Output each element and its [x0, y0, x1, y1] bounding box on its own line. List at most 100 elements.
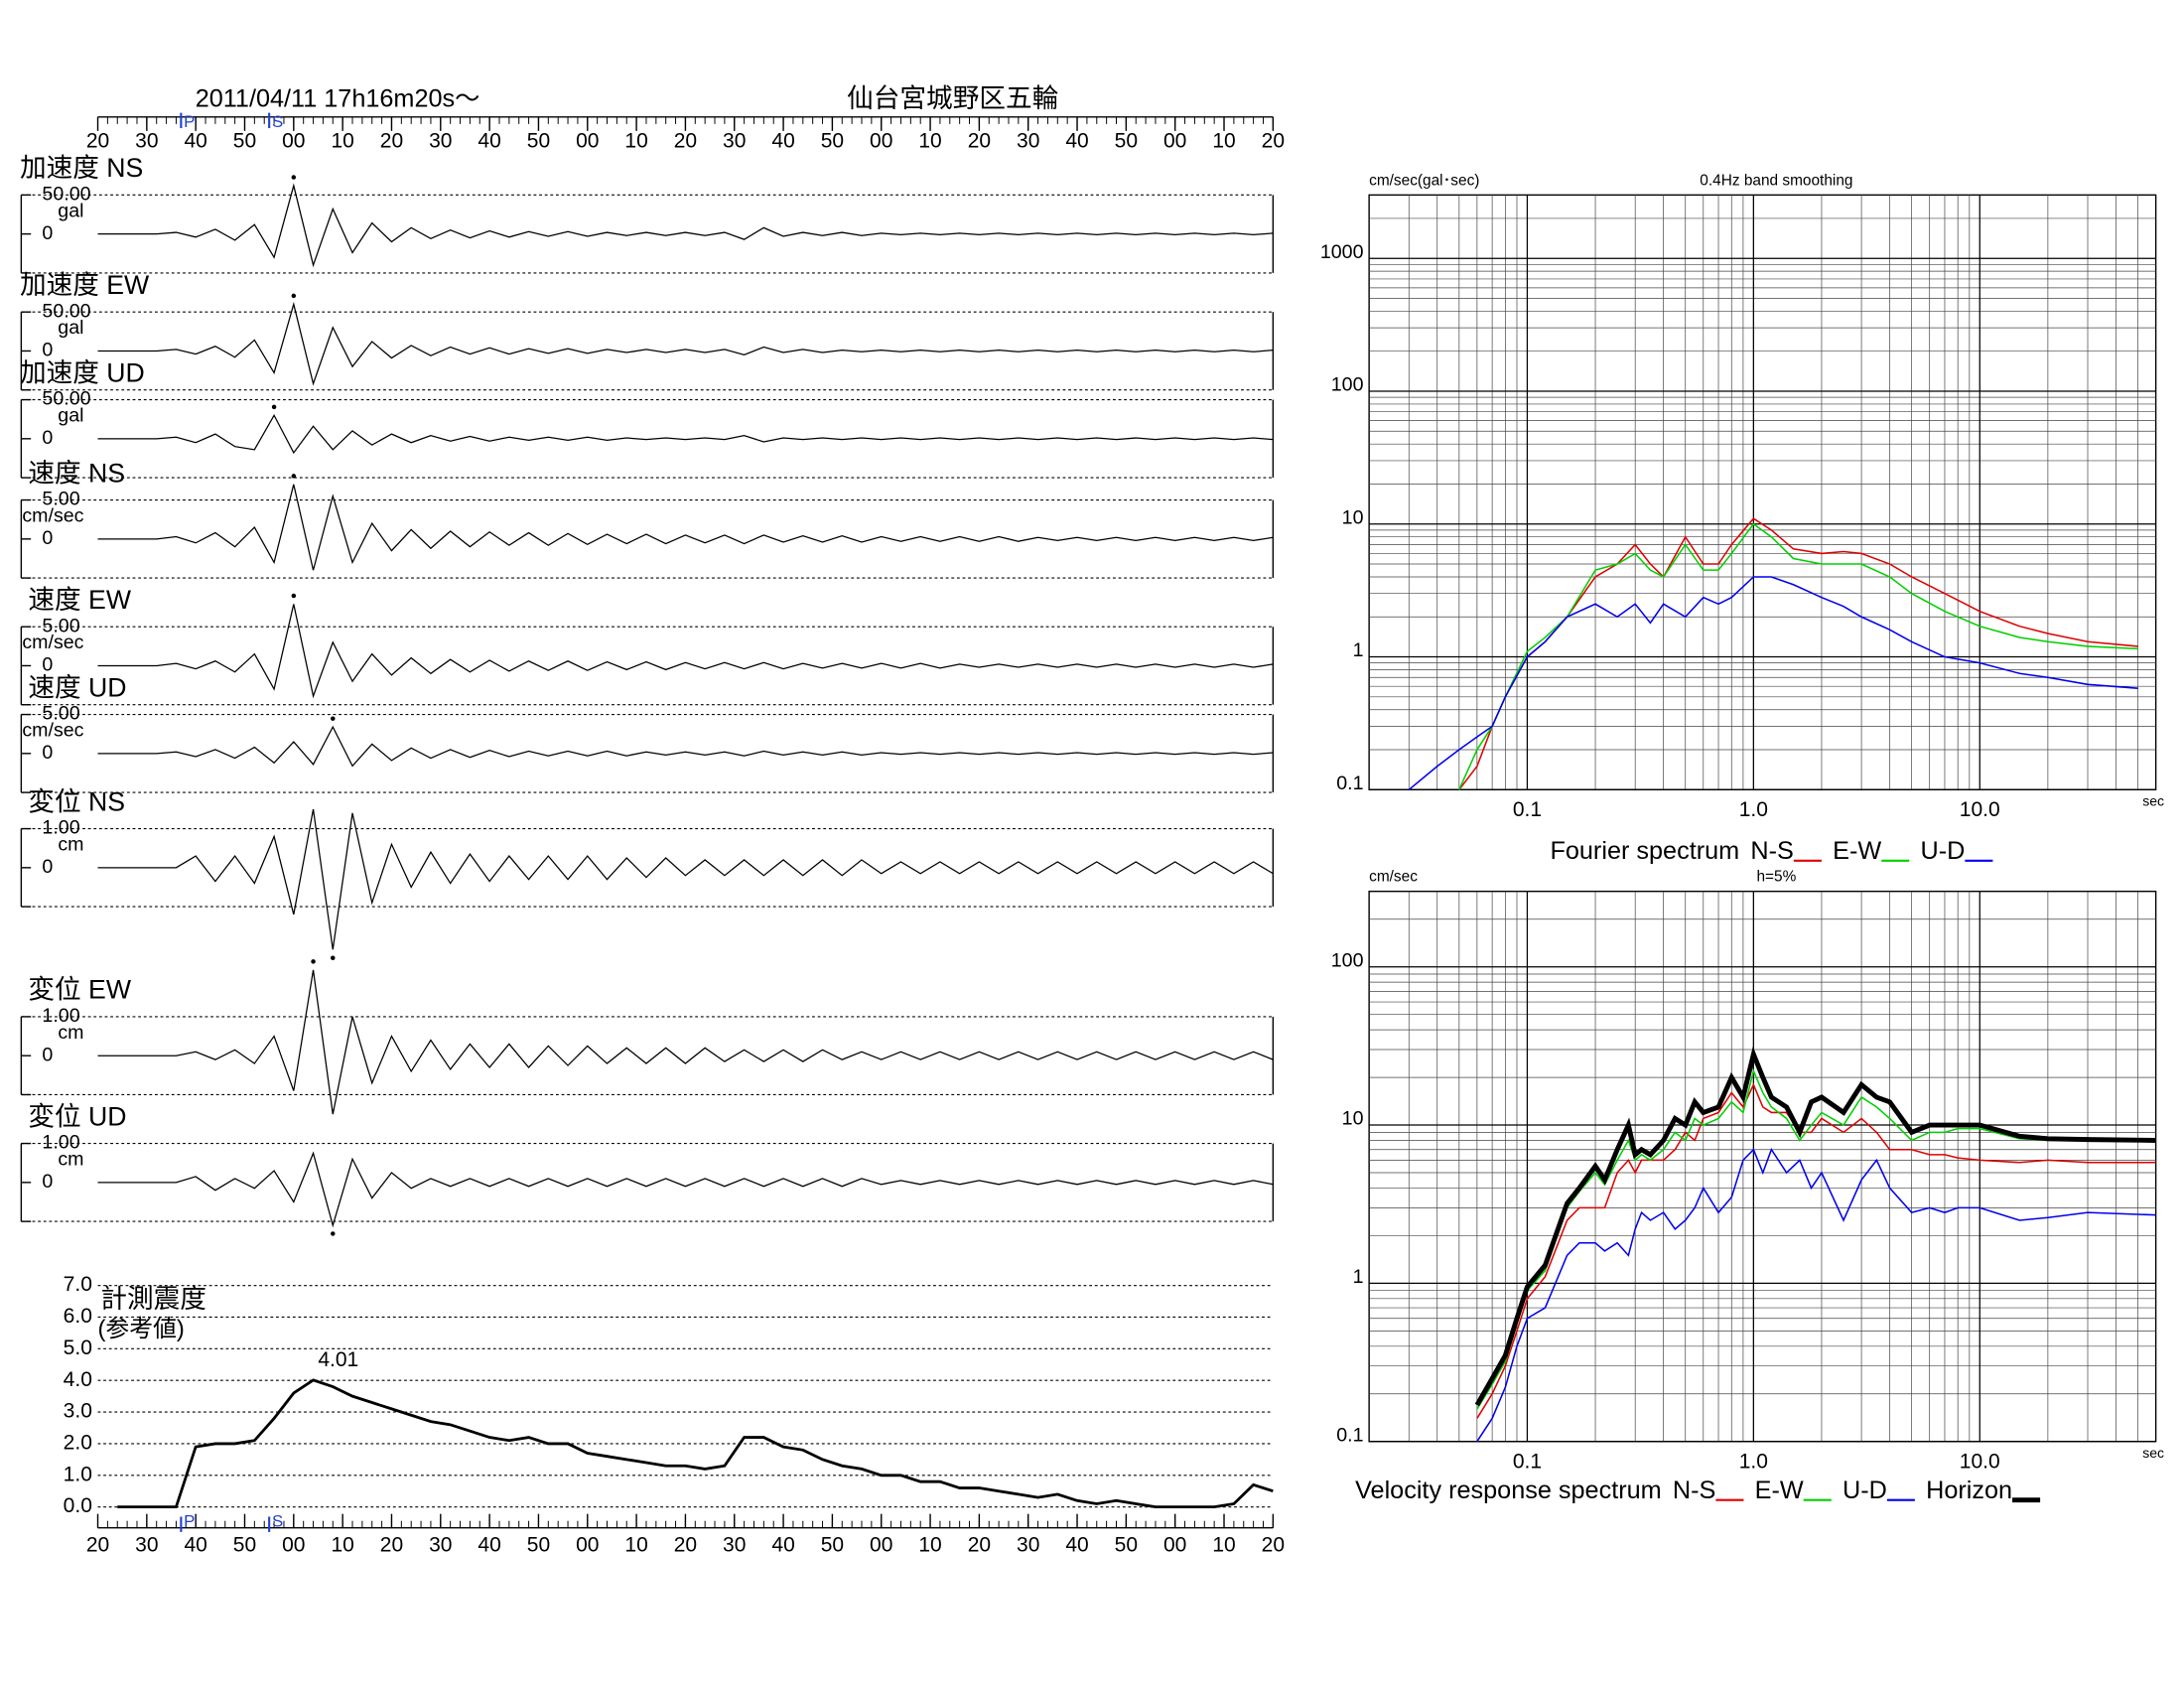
y-tick-label: 10: [1342, 506, 1364, 528]
time-tick-label: 50: [821, 1533, 844, 1556]
scale-label: 5.00: [42, 615, 79, 636]
waveform-trace: [97, 301, 1274, 386]
time-tick-label: 40: [771, 130, 794, 153]
y-tick-label: 100: [1331, 374, 1364, 396]
y-tick-label: 1: [1353, 1266, 1364, 1288]
legend-label: N-S: [1673, 1477, 1715, 1504]
unit-label: cm: [58, 1022, 83, 1044]
legend-label: U-D: [1920, 837, 1965, 865]
peak-dot: [331, 716, 336, 721]
legend-title: Velocity response spectrum: [1355, 1477, 1662, 1504]
waveform-trace: [97, 725, 1274, 768]
time-tick-label: 20: [674, 130, 697, 153]
y-tick-label: 0.1: [1336, 1424, 1363, 1446]
time-tick-label: 50: [233, 130, 256, 153]
time-tick-label: 40: [771, 1533, 794, 1556]
peak-label: 4.01: [318, 1348, 358, 1371]
x-tick-label: 10.0: [1960, 1450, 2000, 1473]
scale-label: 0: [42, 340, 53, 361]
legend-label: N-S: [1750, 837, 1793, 865]
time-tick-label: 30: [1017, 1533, 1039, 1556]
time-tick-label: 30: [723, 1533, 746, 1556]
y-axis-label: cm/sec: [1369, 869, 1418, 886]
time-tick-label: 10: [918, 130, 941, 153]
waveform-trace: [97, 808, 1274, 950]
y-tick-label: 1: [1353, 639, 1364, 661]
y-tick-label: 3.0: [64, 1400, 92, 1423]
unit-label: gal: [58, 317, 83, 339]
time-tick-label: 20: [380, 130, 403, 153]
time-tick-label: 10: [918, 1533, 941, 1556]
x-tick-label: 0.1: [1513, 798, 1542, 821]
scale-label: 0: [42, 1044, 53, 1065]
time-tick-label: 30: [429, 130, 452, 153]
scale-label: 0: [42, 527, 53, 549]
spectrum-line: [1476, 1082, 2156, 1419]
y-tick-label: 5.0: [64, 1336, 92, 1359]
legend-label: E-W: [1755, 1477, 1804, 1504]
scale-label: 0: [42, 1171, 53, 1193]
time-tick-label: 50: [233, 1533, 256, 1556]
time-tick-label: 20: [674, 1533, 697, 1556]
spectrum-line: [1476, 1068, 2156, 1410]
panel-title: 加速度 NS: [20, 153, 143, 183]
time-tick-label: 10: [1212, 130, 1235, 153]
time-tick-label: 10: [1212, 1533, 1235, 1556]
scale-label: 50.00: [42, 388, 90, 410]
scale-label: 5.00: [42, 703, 79, 725]
unit-label: cm: [58, 1149, 83, 1171]
time-tick-label: 10: [331, 130, 353, 153]
scale-label: 1.00: [42, 1132, 79, 1154]
unit-label: gal: [58, 405, 83, 427]
x-tick-label: 1.0: [1739, 1450, 1768, 1473]
time-tick-label: 00: [1163, 1533, 1186, 1556]
scale-label: 0: [42, 222, 53, 244]
unit-label: cm/sec: [22, 632, 83, 653]
unit-label: cm/sec: [22, 505, 83, 527]
waveform-trace: [97, 604, 1274, 699]
legend-label: E-W: [1833, 837, 1881, 865]
panel-title: 速度 UD: [28, 672, 126, 702]
spectrum-line: [1408, 576, 2138, 790]
waveform-trace: [97, 183, 1274, 268]
spectrum-line: [1474, 1046, 2156, 1407]
time-tick-label: 40: [1065, 130, 1088, 153]
phase-marker-label: S: [272, 112, 283, 131]
time-tick-label: 50: [1115, 130, 1138, 153]
panel-title: 速度 EW: [28, 585, 131, 615]
peak-dot: [331, 955, 336, 960]
time-tick-label: 20: [968, 1533, 991, 1556]
spectrum-line: [1458, 522, 2138, 790]
y-tick-label: 0.1: [1336, 773, 1363, 794]
time-tick-label: 40: [1065, 1533, 1088, 1556]
peak-dot: [291, 593, 297, 599]
scale-label: 0: [42, 427, 53, 449]
phase-marker-label: S: [272, 1512, 283, 1531]
time-tick-label: 00: [576, 1533, 599, 1556]
x-tick-label: 10.0: [1960, 798, 2000, 821]
peak-dot: [291, 175, 297, 180]
time-tick-label: 20: [86, 1533, 109, 1556]
time-tick-label: 30: [1017, 130, 1039, 153]
time-tick-label: 00: [282, 1533, 305, 1556]
time-tick-label: 20: [86, 130, 109, 153]
scale-label: 1.00: [42, 1005, 79, 1027]
spectrum-line: [1476, 1148, 2156, 1443]
time-tick-label: 00: [282, 130, 305, 153]
x-axis-label: sec: [2142, 1445, 2164, 1461]
legend-label: Horizon: [1926, 1477, 2012, 1504]
x-tick-label: 0.1: [1513, 1450, 1542, 1473]
y-tick-label: 1000: [1320, 241, 1364, 263]
panel-title: 変位 UD: [28, 1101, 126, 1131]
phase-marker-label: P: [184, 1512, 195, 1531]
time-tick-label: 10: [331, 1533, 353, 1556]
y-tick-label: 6.0: [64, 1305, 92, 1328]
scale-label: 5.00: [42, 489, 79, 510]
legend-label: U-D: [1843, 1477, 1887, 1504]
time-tick-label: 00: [870, 1533, 892, 1556]
time-tick-label: 20: [968, 130, 991, 153]
y-tick-label: 2.0: [64, 1431, 92, 1454]
time-tick-label: 30: [429, 1533, 452, 1556]
legend-title: Fourier spectrum: [1550, 837, 1739, 865]
